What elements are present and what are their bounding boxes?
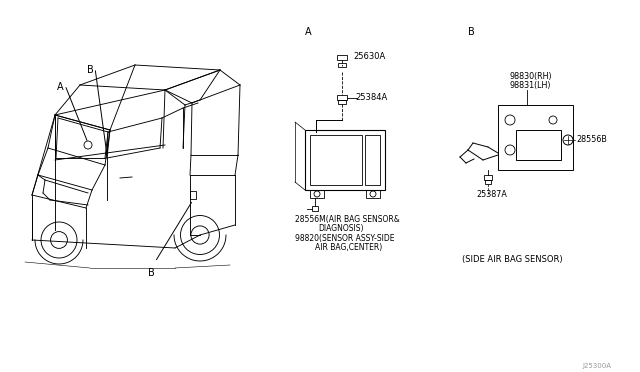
Bar: [312, 206, 318, 211]
Text: DIAGNOSIS): DIAGNOSIS): [318, 224, 364, 233]
Bar: [310, 135, 362, 185]
Text: A: A: [305, 27, 312, 37]
Bar: [337, 55, 347, 60]
Text: AIR BAG,CENTER): AIR BAG,CENTER): [315, 243, 382, 252]
Text: 25384A: 25384A: [355, 93, 387, 102]
Bar: [498, 105, 573, 170]
Text: A: A: [57, 82, 63, 92]
Text: 25387A: 25387A: [476, 190, 507, 199]
Bar: [365, 135, 380, 185]
Bar: [190, 191, 196, 199]
Bar: [484, 175, 492, 180]
Bar: [485, 180, 491, 184]
Text: 28556M(AIR BAG SENSOR&: 28556M(AIR BAG SENSOR&: [295, 215, 400, 224]
Bar: [337, 95, 347, 100]
Text: B: B: [468, 27, 475, 37]
Text: (SIDE AIR BAG SENSOR): (SIDE AIR BAG SENSOR): [462, 255, 563, 264]
Text: J25300A: J25300A: [582, 363, 611, 369]
Bar: [305, 130, 385, 190]
Bar: [516, 130, 561, 160]
Bar: [338, 100, 346, 104]
Text: 28556B: 28556B: [576, 135, 607, 144]
Text: 25630A: 25630A: [353, 52, 385, 61]
Bar: [310, 190, 324, 198]
Text: B: B: [87, 65, 93, 75]
Bar: [366, 190, 380, 198]
Text: 98831(LH): 98831(LH): [510, 81, 552, 90]
Bar: [338, 63, 346, 67]
Text: 98820(SENSOR ASSY-SIDE: 98820(SENSOR ASSY-SIDE: [295, 234, 394, 243]
Text: 98830(RH): 98830(RH): [510, 72, 552, 81]
Text: B: B: [148, 268, 155, 278]
